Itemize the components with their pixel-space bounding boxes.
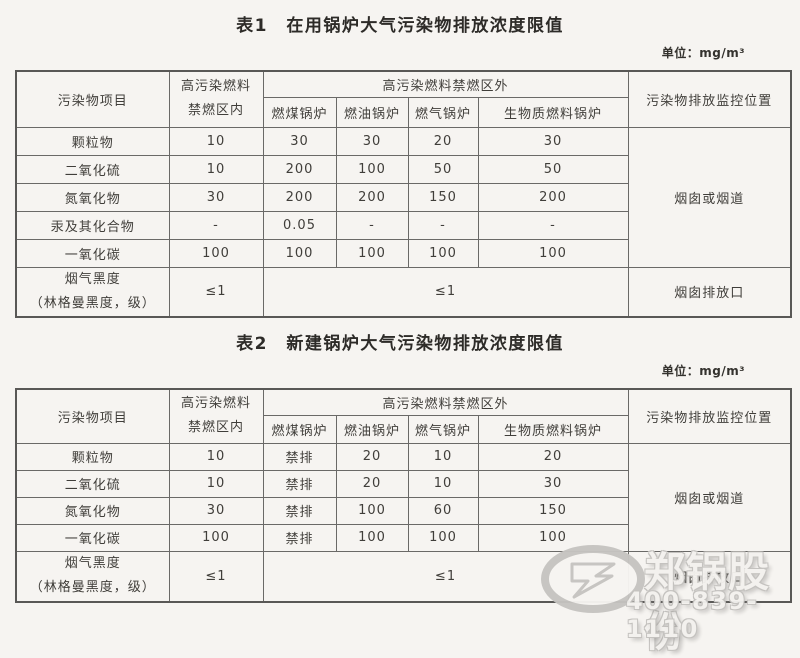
cell-coal: 0.05 — [262, 210, 337, 240]
cell-oil: - — [335, 210, 409, 240]
cell-gas: 20 — [407, 126, 479, 156]
t1-header-monitor-location: 污染物排放监控位置 — [627, 70, 792, 128]
cell-name: 颗粒物 — [15, 442, 170, 471]
table1: 污染物项目 高污染燃料 禁燃区内 高污染燃料禁燃区外 污染物排放监控位置 燃煤锅… — [15, 70, 793, 318]
table-row: 燃煤锅炉 燃油锅炉 燃气锅炉 生物质燃料锅炉 — [16, 414, 791, 444]
t2-monitor-main-cell: 烟囱或烟道 — [627, 442, 792, 552]
table-row: 氮氧化物 30 200 200 150 200 — [15, 182, 791, 212]
cell-coal: 禁排 — [262, 442, 337, 471]
cell-gas: 10 — [407, 442, 479, 471]
table-row: 污染物项目 高污染燃料 禁燃区内 高污染燃料禁燃区外 污染物排放监控位置 — [15, 70, 792, 128]
cell-name: 氮氧化物 — [15, 182, 170, 212]
t2-header-pollutant: 污染物项目 — [15, 388, 170, 444]
cell-oil: 20 — [335, 442, 409, 471]
cell-name: 汞及其化合物 — [15, 210, 170, 240]
t2-header-inside-zone: 高污染燃料 禁燃区内 — [168, 388, 264, 444]
t1-header-biomass-boiler: 生物质燃料锅炉 — [477, 96, 629, 128]
table-row: 烟气黑度 （林格曼黑度，级） ≤1 ≤1 烟囱排放口 — [15, 266, 792, 317]
cell-inside: 10 — [168, 126, 264, 156]
cell-gas: - — [407, 210, 479, 240]
t1-header-inside-zone: 高污染燃料 禁燃区内 — [168, 70, 264, 128]
t2-monitor-outlet-cell: 烟囱排放口 — [627, 550, 792, 603]
cell-gas: 10 — [407, 469, 479, 498]
cell-biomass: 20 — [477, 442, 629, 471]
watermark-phone-number: 400-839-1110 — [626, 587, 759, 643]
cell-biomass: 30 — [477, 469, 629, 498]
t2-smoke-blackness-label: 烟气黑度 （林格曼黑度，级） — [15, 550, 170, 603]
cell-inside: 10 — [168, 469, 264, 498]
cell-name: 二氧化硫 — [15, 154, 170, 184]
cell-coal: 30 — [262, 126, 337, 156]
t1-monitor-outlet-cell: 烟囱排放口 — [627, 266, 792, 317]
cell-biomass: 150 — [477, 496, 629, 525]
t1-header-outside-zone: 高污染燃料禁燃区外 — [262, 70, 629, 98]
cell-oil: 200 — [335, 182, 409, 212]
cell-biomass: 50 — [477, 154, 629, 184]
t2-header-coal-boiler: 燃煤锅炉 — [262, 414, 337, 444]
cell-gas: 50 — [407, 154, 479, 184]
table1-title: 表1 在用锅炉大气污染物排放浓度限值 — [236, 16, 564, 36]
t1-smoke-outside-value: ≤1 — [262, 266, 629, 317]
cell-inside: 100 — [168, 523, 264, 552]
zhengguo-logo-icon — [541, 545, 645, 613]
cell-inside: 30 — [168, 182, 264, 212]
t2-header-gas-boiler: 燃气锅炉 — [407, 414, 479, 444]
table2-title: 表2 新建锅炉大气污染物排放浓度限值 — [236, 334, 564, 354]
cell-biomass: - — [477, 210, 629, 240]
cell-gas: 100 — [407, 523, 479, 552]
cell-coal: 禁排 — [262, 496, 337, 525]
cell-oil: 30 — [335, 126, 409, 156]
cell-name: 一氧化碳 — [15, 523, 170, 552]
cell-gas: 100 — [407, 238, 479, 268]
table-row: 一氧化碳 100 100 100 100 100 — [15, 238, 791, 268]
t2-header-monitor-location: 污染物排放监控位置 — [627, 388, 792, 444]
t1-smoke-blackness-label: 烟气黑度 （林格曼黑度，级） — [15, 266, 170, 317]
cell-biomass: 30 — [477, 126, 629, 156]
t1-header-pollutant: 污染物项目 — [15, 70, 170, 128]
cell-inside: - — [168, 210, 264, 240]
cell-name: 一氧化碳 — [15, 238, 170, 268]
table2: 污染物项目 高污染燃料 禁燃区内 高污染燃料禁燃区外 污染物排放监控位置 燃煤锅… — [15, 388, 793, 603]
table-row: 二氧化硫 10 200 100 50 50 — [15, 154, 791, 184]
cell-oil: 100 — [335, 496, 409, 525]
cell-name: 二氧化硫 — [15, 469, 170, 498]
t2-header-biomass-boiler: 生物质燃料锅炉 — [477, 414, 629, 444]
cell-name: 颗粒物 — [15, 126, 170, 156]
cell-biomass: 100 — [477, 238, 629, 268]
cell-oil: 100 — [335, 238, 409, 268]
cell-inside: 30 — [168, 496, 264, 525]
table-row: 二氧化硫 10 禁排 20 10 30 — [15, 469, 791, 498]
t1-header-gas-boiler: 燃气锅炉 — [407, 96, 479, 128]
cell-gas: 60 — [407, 496, 479, 525]
cell-coal: 禁排 — [262, 523, 337, 552]
t1-header-oil-boiler: 燃油锅炉 — [335, 96, 409, 128]
t2-header-oil-boiler: 燃油锅炉 — [335, 414, 409, 444]
t1-monitor-main-cell: 烟囱或烟道 — [627, 126, 792, 268]
table-row: 燃煤锅炉 燃油锅炉 燃气锅炉 生物质燃料锅炉 — [16, 96, 791, 128]
cell-oil: 100 — [335, 523, 409, 552]
t2-header-outside-zone: 高污染燃料禁燃区外 — [262, 388, 629, 416]
table-row: 颗粒物 10 30 30 20 30 烟囱或烟道 — [15, 126, 792, 268]
watermark: 郑锅股份 400-839-1110 — [540, 538, 800, 656]
table-row: 汞及其化合物 - 0.05 - - - — [15, 210, 791, 240]
cell-oil: 20 — [335, 469, 409, 498]
t2-smoke-inside-value: ≤1 — [168, 550, 264, 603]
cell-coal: 200 — [262, 154, 337, 184]
cell-biomass: 200 — [477, 182, 629, 212]
cell-coal: 200 — [262, 182, 337, 212]
cell-oil: 100 — [335, 154, 409, 184]
t1-smoke-inside-value: ≤1 — [168, 266, 264, 317]
cell-inside: 10 — [168, 154, 264, 184]
cell-coal: 100 — [262, 238, 337, 268]
cell-inside: 10 — [168, 442, 264, 471]
cell-inside: 100 — [168, 238, 264, 268]
table-row: 颗粒物 10 禁排 20 10 20 烟囱或烟道 — [15, 442, 792, 552]
cell-gas: 150 — [407, 182, 479, 212]
cell-coal: 禁排 — [262, 469, 337, 498]
table1-unit-label: 单位：mg/m³ — [661, 46, 745, 60]
table-row: 污染物项目 高污染燃料 禁燃区内 高污染燃料禁燃区外 污染物排放监控位置 — [15, 388, 792, 444]
cell-name: 氮氧化物 — [15, 496, 170, 525]
table2-unit-label: 单位：mg/m³ — [661, 364, 745, 378]
t1-header-coal-boiler: 燃煤锅炉 — [262, 96, 337, 128]
